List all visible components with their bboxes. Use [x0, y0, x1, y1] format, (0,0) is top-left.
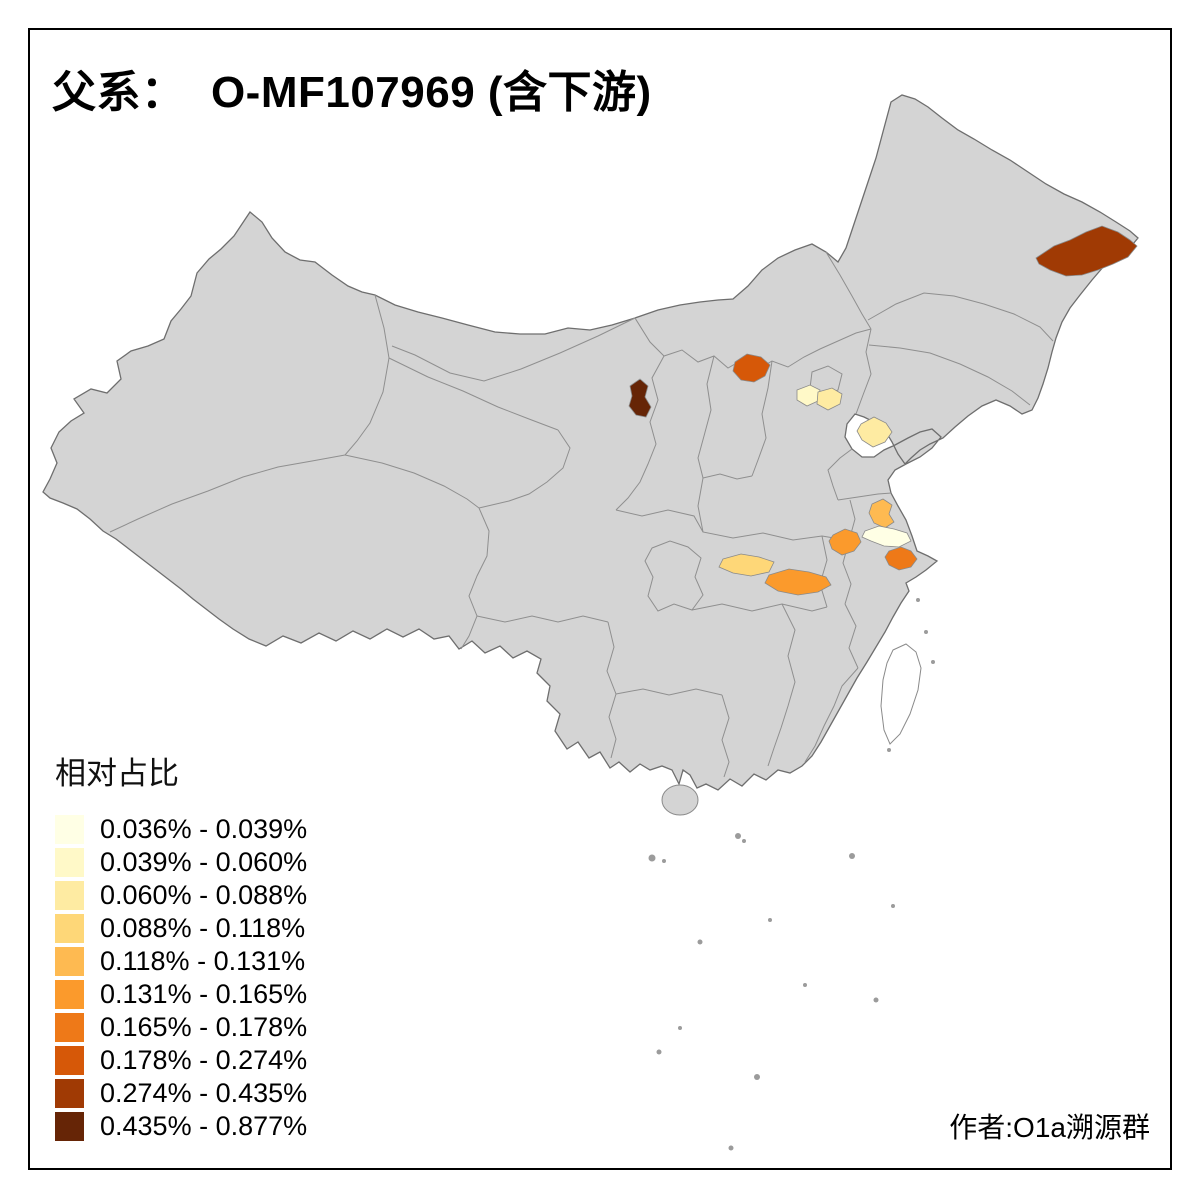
legend-swatch [55, 947, 84, 976]
province-border-line [388, 357, 559, 431]
province-border-line [844, 603, 859, 669]
island-speck [735, 833, 741, 839]
choropleth-region [868, 498, 895, 529]
island-speck [662, 859, 666, 863]
choropleth-region [732, 353, 771, 383]
choropleth-region [856, 416, 893, 448]
legend-swatch [55, 881, 84, 910]
choropleth-region [628, 378, 652, 418]
province-border-line [751, 360, 773, 477]
choropleth-region [718, 553, 775, 577]
province-border-line [460, 507, 490, 650]
choropleth-region [816, 387, 843, 411]
legend-swatch [55, 1112, 84, 1141]
province-border-line [109, 454, 346, 533]
province-border-line [721, 694, 730, 778]
choropleth-region [861, 525, 912, 548]
choropleth-region [828, 528, 862, 556]
province-border-line [476, 615, 609, 623]
island-speck [873, 997, 879, 1003]
island-speck [887, 748, 891, 752]
taiwan-island [880, 643, 922, 745]
legend-label: 0.088% - 0.118% [100, 913, 306, 943]
province-border-line [344, 294, 390, 456]
legend-label: 0.165% - 0.178% [100, 1012, 308, 1042]
province-border-line [867, 292, 1054, 342]
legend-swatch [55, 914, 84, 943]
island-speck [697, 939, 703, 945]
legend-swatch [55, 1079, 84, 1108]
choropleth-region [884, 546, 918, 571]
legend-item: 0.060% - 0.088% [55, 880, 308, 910]
legend-label: 0.036% - 0.039% [100, 814, 308, 844]
legend-label: 0.039% - 0.060% [100, 847, 308, 877]
legend-label: 0.131% - 0.165% [100, 979, 308, 1009]
legend-swatch [55, 848, 84, 877]
island-speck [656, 1049, 662, 1055]
hainan-island [661, 784, 699, 816]
province-border-line [702, 473, 753, 480]
province-border-line [819, 535, 828, 608]
island-speck [916, 598, 920, 602]
province-border-line [837, 492, 892, 501]
province-border-line [804, 667, 859, 763]
mainland-outline [42, 94, 1139, 791]
province-border-line [615, 355, 665, 511]
legend-swatch [55, 980, 84, 1009]
legend: 相对占比 0.036% - 0.039% 0.039% - 0.060% 0.0… [55, 748, 307, 1145]
island-speck [931, 660, 935, 664]
island-speck [768, 918, 772, 922]
legend-item: 0.039% - 0.060% [55, 847, 308, 877]
province-border-line [391, 317, 636, 382]
legend-item: 0.131% - 0.165% [55, 979, 308, 1009]
island-speck [648, 854, 656, 862]
legend-item: 0.435% - 0.877% [55, 1111, 308, 1141]
legend-item: 0.274% - 0.435% [55, 1078, 308, 1108]
choropleth-region [1035, 225, 1138, 277]
legend-label: 0.060% - 0.088% [100, 880, 308, 910]
choropleth-region [764, 568, 832, 596]
island-speck [728, 1145, 734, 1151]
legend-label: 0.435% - 0.877% [100, 1111, 308, 1141]
province-border-line [691, 603, 828, 612]
province-border-line [478, 429, 571, 509]
choropleth-regions [628, 225, 1138, 596]
legend-item: 0.036% - 0.039% [55, 814, 308, 844]
legend-title: 相对占比 [55, 756, 179, 791]
island-speck [924, 630, 928, 634]
province-border-line [697, 355, 715, 479]
legend-swatch [55, 815, 84, 844]
island-speck [754, 1074, 760, 1080]
legend-swatch [55, 1013, 84, 1042]
province-border-line [855, 328, 872, 415]
legend-label: 0.274% - 0.435% [100, 1078, 308, 1108]
legend-item: 0.088% - 0.118% [55, 913, 307, 943]
province-border-line [344, 454, 480, 509]
province-border-line [697, 477, 853, 542]
legend-item: 0.165% - 0.178% [55, 1012, 308, 1042]
province-border-line [615, 688, 723, 696]
island-speck [849, 853, 855, 859]
island-speck [678, 1026, 682, 1030]
page-title: 父系： O-MF107969 (含下游) [52, 68, 652, 117]
province-border-line [825, 251, 872, 330]
island-speck [742, 839, 746, 843]
island-speck [803, 983, 807, 987]
island-speck [891, 904, 895, 908]
province-border-line [767, 603, 796, 767]
legend-label: 0.178% - 0.274% [100, 1045, 308, 1075]
legend-label: 0.118% - 0.131% [100, 946, 306, 976]
legend-item: 0.118% - 0.131% [55, 946, 307, 976]
south-china-sea-islands [648, 598, 935, 1151]
author-credit: 作者:O1a溯源群 [949, 1112, 1150, 1143]
province-border-line [615, 509, 704, 533]
province-border-line [868, 344, 1031, 406]
legend-item: 0.178% - 0.274% [55, 1045, 308, 1075]
legend-swatch [55, 1046, 84, 1075]
province-border-line [827, 448, 853, 501]
